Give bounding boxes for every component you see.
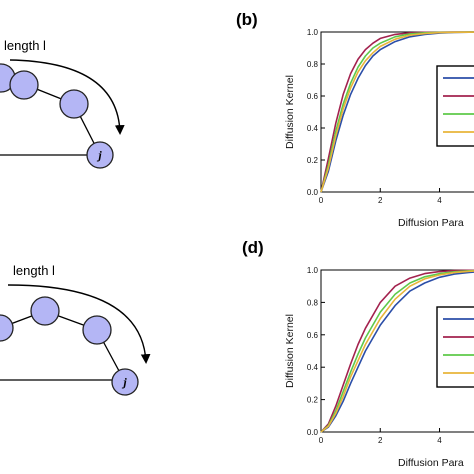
- y-tick-label: 0.6: [307, 92, 319, 101]
- graph-node-end: [86, 141, 114, 169]
- y-tick-label: 0.0: [307, 428, 319, 437]
- series-line: [320, 31, 474, 193]
- series-line: [320, 269, 474, 433]
- y-tick-label: 0.8: [307, 60, 319, 69]
- x-tick-label: 4: [437, 196, 442, 205]
- panel-letter-b: (b): [236, 10, 258, 29]
- y-axis-label: Diffusion Kernel: [284, 314, 296, 388]
- legend-swatches: [443, 77, 474, 133]
- graph-node: [0, 314, 14, 342]
- x-tick-label: 0: [319, 436, 324, 445]
- chart-b: 0 2 4 0.0 0.2 0.4 0.6 0.8 1.0 Diffusion Para Dif…: [284, 28, 474, 229]
- legend: [436, 306, 474, 388]
- x-tick-label: 0: [319, 196, 324, 205]
- legend: [436, 65, 474, 147]
- tick-labels: 0 2 4 0.0 0.2 0.4 0.6 0.8 1.0: [307, 266, 442, 445]
- tick-labels: 0 2 4 0.0 0.2 0.4 0.6 0.8 1.0: [307, 28, 442, 205]
- graph-node: [30, 296, 60, 326]
- y-tick-label: 0.4: [307, 363, 319, 372]
- y-tick-label: 0.2: [307, 156, 319, 165]
- path-arrow: [7, 284, 151, 364]
- path-arrow: [9, 59, 125, 135]
- y-tick-label: 0.6: [307, 331, 319, 340]
- graph-node: [9, 70, 39, 100]
- y-tick-label: 0.8: [307, 298, 319, 307]
- series-line: [320, 271, 474, 433]
- end-node-label: j: [96, 148, 102, 162]
- series-line: [320, 270, 474, 433]
- series-lines: [320, 269, 474, 433]
- y-tick-label: 1.0: [307, 28, 319, 37]
- plot-frame: [320, 269, 474, 433]
- x-axis-label: Diffusion Para: [398, 457, 464, 469]
- legend-swatches: [443, 318, 474, 374]
- x-axis-label: Diffusion Para: [398, 217, 464, 229]
- x-tick-label: 4: [437, 436, 442, 445]
- x-tick-label: 2: [378, 196, 383, 205]
- graph-node-end: [111, 368, 139, 396]
- series-lines: [320, 31, 474, 193]
- plot-frame: [320, 31, 474, 193]
- path-length-label: length l: [4, 38, 46, 53]
- y-tick-label: 0.2: [307, 396, 319, 405]
- graph-node: [82, 315, 112, 345]
- y-axis-label: Diffusion Kernel: [284, 75, 296, 149]
- y-tick-label: 0.0: [307, 188, 319, 197]
- y-tick-label: 1.0: [307, 266, 319, 275]
- chart-d: 0 2 4 0.0 0.2 0.4 0.6 0.8 1.0 Diffusion Para Dif…: [284, 266, 474, 469]
- series-line: [320, 269, 474, 433]
- graph-node: [59, 89, 89, 119]
- x-tick-label: 2: [378, 436, 383, 445]
- diagram-bottom: length l j: [0, 263, 151, 396]
- y-tick-label: 0.4: [307, 124, 319, 133]
- path-length-label: length l: [13, 263, 55, 278]
- diagram-top: length l j: [0, 38, 125, 169]
- panel-letter-d: (d): [242, 238, 264, 257]
- end-node-label: j: [121, 375, 127, 389]
